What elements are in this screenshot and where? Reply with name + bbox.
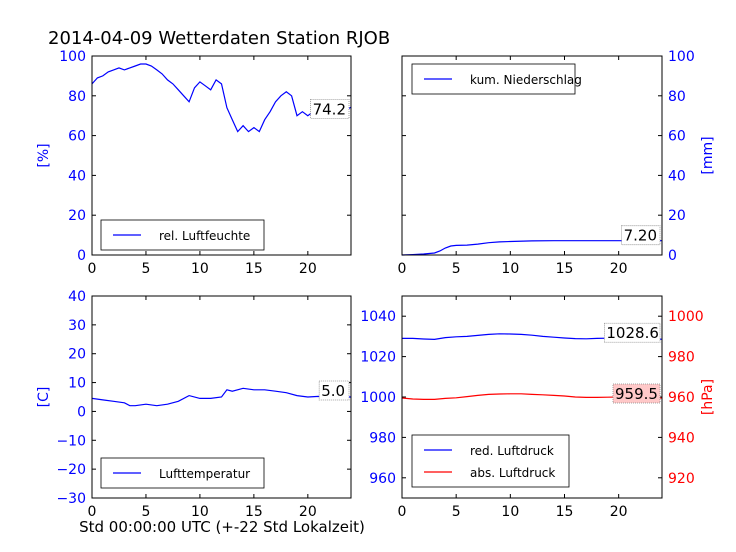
legend-box bbox=[411, 434, 570, 488]
plot-frame bbox=[401, 55, 663, 256]
y-tick-label: 80 bbox=[668, 89, 686, 105]
y-tick-label: −10 bbox=[56, 433, 86, 449]
series-line-kum-niederschlag bbox=[401, 240, 662, 256]
legend-label: kum. Niederschlag bbox=[470, 73, 582, 87]
y-tick-label: 60 bbox=[668, 129, 686, 145]
value-label-box bbox=[612, 383, 661, 404]
legend-label: Lufttemperatur bbox=[159, 467, 250, 481]
legend-label: red. Luftdruck bbox=[470, 444, 554, 458]
x-tick-label: 0 bbox=[88, 504, 97, 520]
panel-pressure: 0 5 10 15 20 960 980 1000 1020 1040 920 940 960 980 10… bbox=[360, 295, 716, 520]
legend-label: rel. Luftfeuchte bbox=[159, 229, 250, 243]
figure-title: 2014-04-09 Wetterdaten Station RJOB bbox=[48, 28, 390, 49]
panel-temperature: 0 5 10 15 20 −30 −20 −10 0 10 20 30 40 5.0 Lufttempera… bbox=[36, 289, 352, 520]
x-tick-label: 10 bbox=[501, 261, 519, 277]
y-tick-label: 40 bbox=[68, 168, 86, 184]
y-tick-label: 40 bbox=[68, 289, 86, 305]
y-tick-label: 20 bbox=[68, 347, 86, 363]
y-tick-label: 960 bbox=[369, 471, 396, 487]
y-tick-label: 0 bbox=[77, 404, 86, 420]
y-tick-label: 40 bbox=[668, 168, 686, 184]
x-tick-label: 15 bbox=[245, 261, 263, 277]
x-tick-label: 15 bbox=[556, 261, 574, 277]
y-axis-label: [mm] bbox=[700, 136, 716, 174]
legend-label: abs. Luftdruck bbox=[470, 466, 555, 480]
x-tick-label: 5 bbox=[452, 504, 461, 520]
value-label-box bbox=[604, 322, 661, 343]
plot-frame bbox=[91, 295, 352, 499]
y-tick-label: −30 bbox=[56, 491, 86, 507]
y-tick-label: 10 bbox=[68, 376, 86, 392]
series-line-lufttemperatur bbox=[91, 387, 351, 407]
x-tick-label: 10 bbox=[501, 504, 519, 520]
x-tick-label: 5 bbox=[452, 261, 461, 277]
y-tick-label: 1020 bbox=[360, 350, 396, 366]
y-tick-label: 920 bbox=[668, 471, 695, 487]
y-axis-label: [%] bbox=[36, 143, 52, 167]
y-tick-label: 20 bbox=[668, 208, 686, 224]
x-tick-label: 15 bbox=[556, 504, 574, 520]
value-label: 74.2 bbox=[313, 100, 346, 118]
y-tick-label: 0 bbox=[77, 248, 86, 264]
y-tick-label: 60 bbox=[68, 129, 86, 145]
value-label: 7.20 bbox=[624, 227, 657, 245]
y-tick-label: 80 bbox=[68, 89, 86, 105]
y-tick-label: 0 bbox=[668, 248, 677, 264]
value-label-box bbox=[621, 225, 661, 246]
y-tick-label: 1040 bbox=[360, 309, 396, 325]
y-axis-label: [hPa] bbox=[700, 379, 716, 415]
x-axis-label: Std 00:00:00 UTC (+-22 Std Lokalzeit) bbox=[79, 518, 365, 536]
y-tick-label: 940 bbox=[668, 430, 695, 446]
value-label-box bbox=[318, 380, 350, 401]
x-tick-label: 0 bbox=[88, 261, 97, 277]
x-tick-label: 10 bbox=[191, 504, 209, 520]
x-tick-label: 20 bbox=[299, 261, 317, 277]
value-label: 1028.6 bbox=[606, 324, 659, 342]
x-tick-label: 0 bbox=[398, 261, 407, 277]
x-tick-label: 10 bbox=[191, 261, 209, 277]
plot-frame bbox=[91, 55, 352, 256]
y-tick-label: 960 bbox=[668, 390, 695, 406]
y-tick-label: 1000 bbox=[360, 390, 396, 406]
y-tick-label: 980 bbox=[369, 430, 396, 446]
y-axis-label: [C] bbox=[36, 387, 52, 408]
x-tick-label: 20 bbox=[610, 504, 628, 520]
x-tick-label: 5 bbox=[141, 261, 150, 277]
y-tick-label: −20 bbox=[56, 462, 86, 478]
y-tick-label: 1000 bbox=[668, 309, 704, 325]
value-label: 959.5 bbox=[615, 385, 658, 403]
y-tick-label: 980 bbox=[668, 350, 695, 366]
y-tick-label: 100 bbox=[59, 49, 86, 65]
panel-humidity: 0 5 10 15 20 0 20 40 60 80 100 74.2 rel. Luftfeuchte… bbox=[36, 49, 352, 277]
x-tick-label: 5 bbox=[141, 504, 150, 520]
panel-precipitation: 0 5 10 15 20 0 20 40 60 80 100 7.20 kum. Niederschla… bbox=[398, 49, 716, 277]
x-tick-label: 20 bbox=[299, 504, 317, 520]
x-tick-label: 0 bbox=[398, 504, 407, 520]
plot-frame bbox=[401, 295, 663, 499]
y-tick-label: 20 bbox=[68, 208, 86, 224]
x-tick-label: 20 bbox=[610, 261, 628, 277]
y-tick-label: 100 bbox=[668, 49, 695, 65]
value-label-box bbox=[310, 98, 350, 119]
value-label: 5.0 bbox=[321, 382, 345, 400]
x-tick-label: 15 bbox=[245, 504, 263, 520]
y-tick-label: 30 bbox=[68, 318, 86, 334]
series-line-rel-luftfeuchte bbox=[91, 63, 352, 133]
